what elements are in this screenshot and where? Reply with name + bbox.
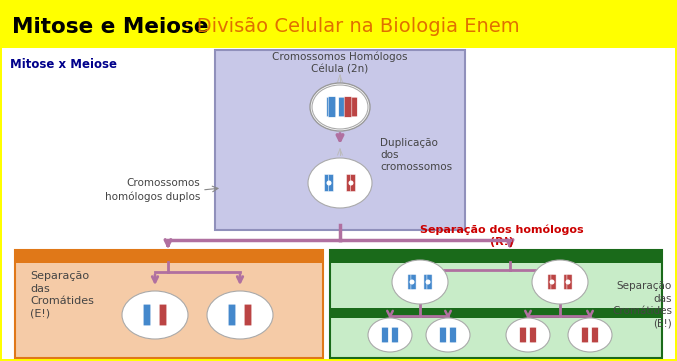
FancyBboxPatch shape [592, 327, 598, 343]
Circle shape [327, 181, 331, 185]
Ellipse shape [312, 85, 368, 129]
Ellipse shape [310, 83, 370, 131]
FancyBboxPatch shape [427, 274, 432, 290]
Ellipse shape [568, 318, 612, 352]
FancyBboxPatch shape [159, 304, 167, 326]
FancyBboxPatch shape [567, 274, 572, 290]
Text: Cromossomos
homólogos duplos: Cromossomos homólogos duplos [105, 178, 200, 201]
FancyBboxPatch shape [328, 97, 336, 117]
FancyBboxPatch shape [324, 174, 330, 192]
FancyBboxPatch shape [392, 327, 398, 343]
FancyBboxPatch shape [439, 327, 446, 343]
FancyBboxPatch shape [2, 2, 675, 48]
Circle shape [550, 280, 554, 284]
FancyBboxPatch shape [338, 97, 345, 117]
FancyBboxPatch shape [228, 304, 236, 326]
FancyBboxPatch shape [15, 250, 323, 263]
FancyBboxPatch shape [351, 174, 355, 192]
FancyBboxPatch shape [351, 97, 357, 117]
Circle shape [349, 181, 353, 185]
Circle shape [566, 280, 570, 284]
Ellipse shape [426, 318, 470, 352]
FancyBboxPatch shape [382, 327, 389, 343]
FancyBboxPatch shape [408, 274, 413, 290]
FancyBboxPatch shape [330, 250, 662, 263]
Text: Separação dos homólogos
(R!): Separação dos homólogos (R!) [420, 225, 584, 247]
Ellipse shape [532, 260, 588, 304]
FancyBboxPatch shape [330, 250, 662, 358]
FancyBboxPatch shape [344, 97, 352, 117]
Ellipse shape [368, 318, 412, 352]
Ellipse shape [207, 291, 273, 339]
Text: Separação
das
Cromátides
(E!): Separação das Cromátides (E!) [612, 282, 672, 329]
FancyBboxPatch shape [520, 327, 526, 343]
FancyBboxPatch shape [15, 250, 323, 358]
Text: Mitose x Meiose: Mitose x Meiose [10, 57, 117, 70]
Text: Duplicação
dos
cromossomos: Duplicação dos cromossomos [380, 138, 452, 173]
Circle shape [427, 280, 430, 284]
FancyBboxPatch shape [328, 174, 334, 192]
Ellipse shape [308, 158, 372, 208]
FancyBboxPatch shape [564, 274, 569, 290]
Text: Separação
das
Cromátides
(E!): Separação das Cromátides (E!) [30, 271, 94, 319]
Text: : Divisão Celular na Biologia Enem: : Divisão Celular na Biologia Enem [184, 17, 520, 36]
Ellipse shape [506, 318, 550, 352]
FancyBboxPatch shape [529, 327, 536, 343]
Ellipse shape [392, 260, 448, 304]
FancyBboxPatch shape [347, 174, 351, 192]
FancyBboxPatch shape [548, 274, 553, 290]
FancyBboxPatch shape [450, 327, 456, 343]
FancyBboxPatch shape [244, 304, 252, 326]
Text: Cromossomos Homólogos
Célula (2n): Cromossomos Homólogos Célula (2n) [272, 52, 408, 74]
FancyBboxPatch shape [551, 274, 556, 290]
Ellipse shape [122, 291, 188, 339]
FancyBboxPatch shape [327, 97, 333, 117]
FancyBboxPatch shape [330, 308, 662, 318]
FancyBboxPatch shape [215, 50, 465, 230]
FancyBboxPatch shape [424, 274, 429, 290]
Text: Mitose e Meiose: Mitose e Meiose [12, 17, 209, 37]
FancyBboxPatch shape [2, 48, 675, 359]
FancyBboxPatch shape [411, 274, 416, 290]
Circle shape [410, 280, 414, 284]
FancyBboxPatch shape [582, 327, 588, 343]
FancyBboxPatch shape [144, 304, 151, 326]
